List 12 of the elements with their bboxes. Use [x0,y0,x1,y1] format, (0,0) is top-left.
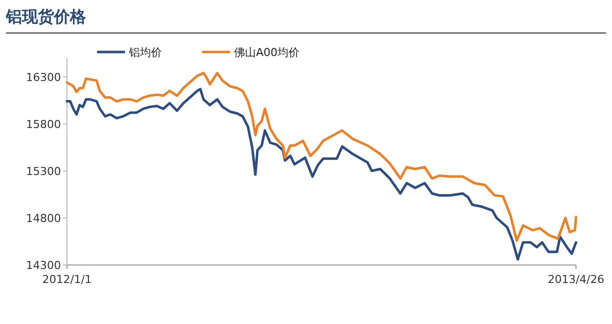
legend-label: 佛山A00均价 [234,46,300,59]
y-tick-label: 15300 [26,164,61,178]
x-tick-label: 2013/4/26 [548,273,604,286]
line-series [66,88,578,261]
legend-label: 铝均价 [128,46,162,59]
line-series [66,72,578,242]
y-tick-label: 15800 [26,118,61,131]
y-tick-label: 14300 [26,259,61,272]
y-tick-label: 14800 [26,212,61,225]
y-tick-label: 16300 [26,70,61,84]
title: 铝现货价格 [6,7,86,26]
x-tick-label: 2012/1/1 [42,273,92,286]
